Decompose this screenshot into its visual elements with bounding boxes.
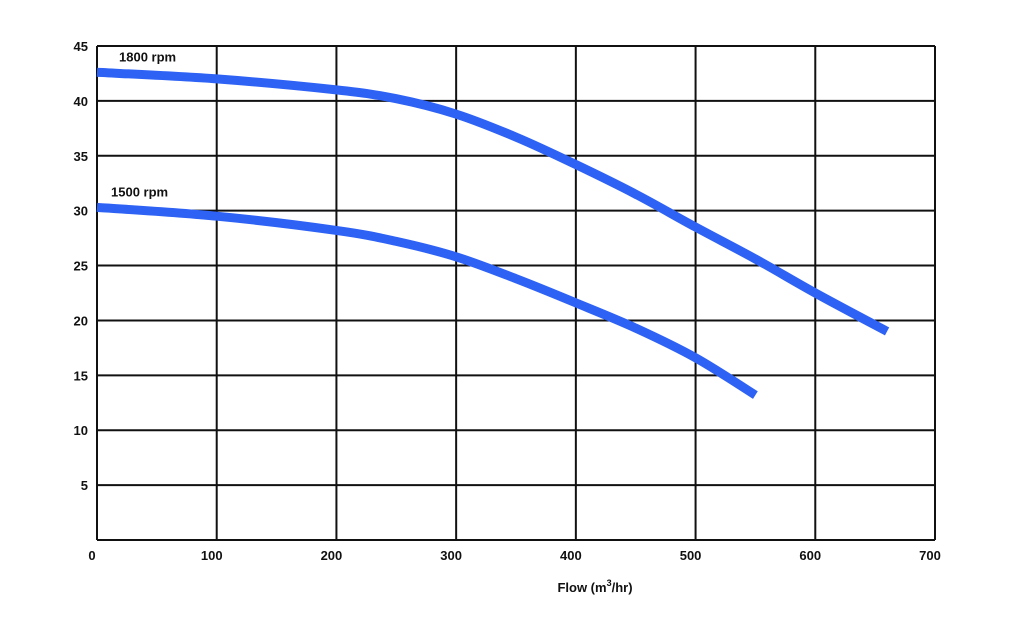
y-tick-label: 20: [74, 313, 88, 328]
series-label: 1500 rpm: [111, 184, 168, 199]
x-tick-label: 500: [680, 548, 702, 563]
y-tick-label: 25: [74, 259, 88, 274]
x-tick-label: 0: [88, 548, 95, 563]
series-label: 1800 rpm: [119, 49, 176, 64]
series-labels: 1800 rpm 1500 rpm: [111, 49, 176, 199]
x-tick-label: 600: [799, 548, 821, 563]
series-line-1: [96, 202, 758, 399]
x-tick-label: 700: [919, 548, 941, 563]
x-tick-label: 300: [440, 548, 462, 563]
y-tick-label: 15: [74, 368, 88, 383]
x-tick-label: 100: [201, 548, 223, 563]
x-tick-label: 200: [321, 548, 343, 563]
y-tick-label: 30: [74, 204, 88, 219]
y-tick-label: 35: [74, 149, 88, 164]
series-layer: [96, 67, 890, 399]
series-line-0: [96, 67, 890, 336]
x-tick-label: 400: [560, 548, 582, 563]
tick-labels: 0 100 200 300 400 500 600 700 5 10 15 20 25 30 35 40 45: [74, 39, 941, 563]
y-tick-label: 5: [81, 478, 88, 493]
x-axis-label: Flow (m3/hr): [557, 578, 632, 595]
y-tick-label: 10: [74, 423, 88, 438]
grid: [96, 45, 936, 541]
y-tick-label: 40: [74, 94, 88, 109]
y-tick-label: 45: [74, 39, 88, 54]
